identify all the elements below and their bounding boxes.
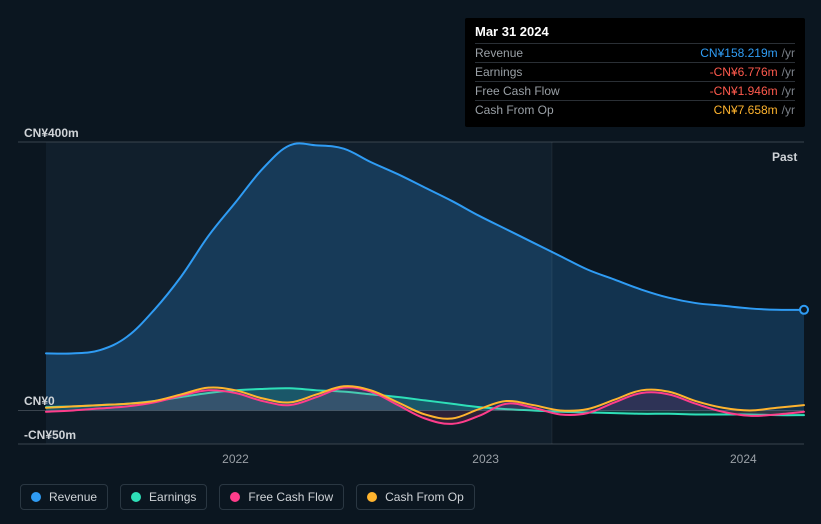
y-tick-label: CN¥0 (24, 394, 55, 408)
legend-dot-icon (367, 492, 377, 502)
legend-label: Cash From Op (385, 490, 464, 504)
y-tick-label: CN¥400m (24, 126, 79, 140)
tooltip-metric-value: CN¥158.219m/yr (700, 46, 795, 60)
tooltip-row: Revenue CN¥158.219m/yr (475, 43, 795, 62)
tooltip-metric-label: Earnings (475, 65, 538, 79)
past-label: Past (772, 150, 797, 164)
tooltip-metric-value: -CN¥6.776m/yr (710, 65, 795, 79)
tooltip-date: Mar 31 2024 (475, 24, 795, 43)
legend-label: Free Cash Flow (248, 490, 333, 504)
legend-dot-icon (131, 492, 141, 502)
tooltip-metric-label: Cash From Op (475, 103, 570, 117)
data-tooltip: Mar 31 2024 Revenue CN¥158.219m/yr Earning… (465, 18, 805, 127)
chart-container: { "chart": { "type": "area-line", "backg… (0, 0, 821, 524)
x-tick-label: 2022 (222, 452, 249, 466)
x-tick-label: 2024 (730, 452, 757, 466)
tooltip-metric-value: -CN¥1.946m/yr (710, 84, 795, 98)
tooltip-row: Free Cash Flow -CN¥1.946m/yr (475, 81, 795, 100)
legend-dot-icon (230, 492, 240, 502)
legend-label: Earnings (149, 490, 196, 504)
tooltip-row: Cash From Op CN¥7.658m/yr (475, 100, 795, 119)
tooltip-row: Earnings -CN¥6.776m/yr (475, 62, 795, 81)
legend-label: Revenue (49, 490, 97, 504)
tooltip-metric-label: Revenue (475, 46, 539, 60)
x-tick-label: 2023 (472, 452, 499, 466)
y-tick-label: -CN¥50m (24, 428, 76, 442)
tooltip-metric-label: Free Cash Flow (475, 84, 576, 98)
legend-item-revenue[interactable]: Revenue (20, 484, 108, 510)
legend-item-earnings[interactable]: Earnings (120, 484, 207, 510)
legend-item-cfo[interactable]: Cash From Op (356, 484, 475, 510)
tooltip-metric-value: CN¥7.658m/yr (714, 103, 795, 117)
legend-dot-icon (31, 492, 41, 502)
legend-item-fcf[interactable]: Free Cash Flow (219, 484, 344, 510)
chart-legend: Revenue Earnings Free Cash Flow Cash From O… (20, 484, 475, 510)
